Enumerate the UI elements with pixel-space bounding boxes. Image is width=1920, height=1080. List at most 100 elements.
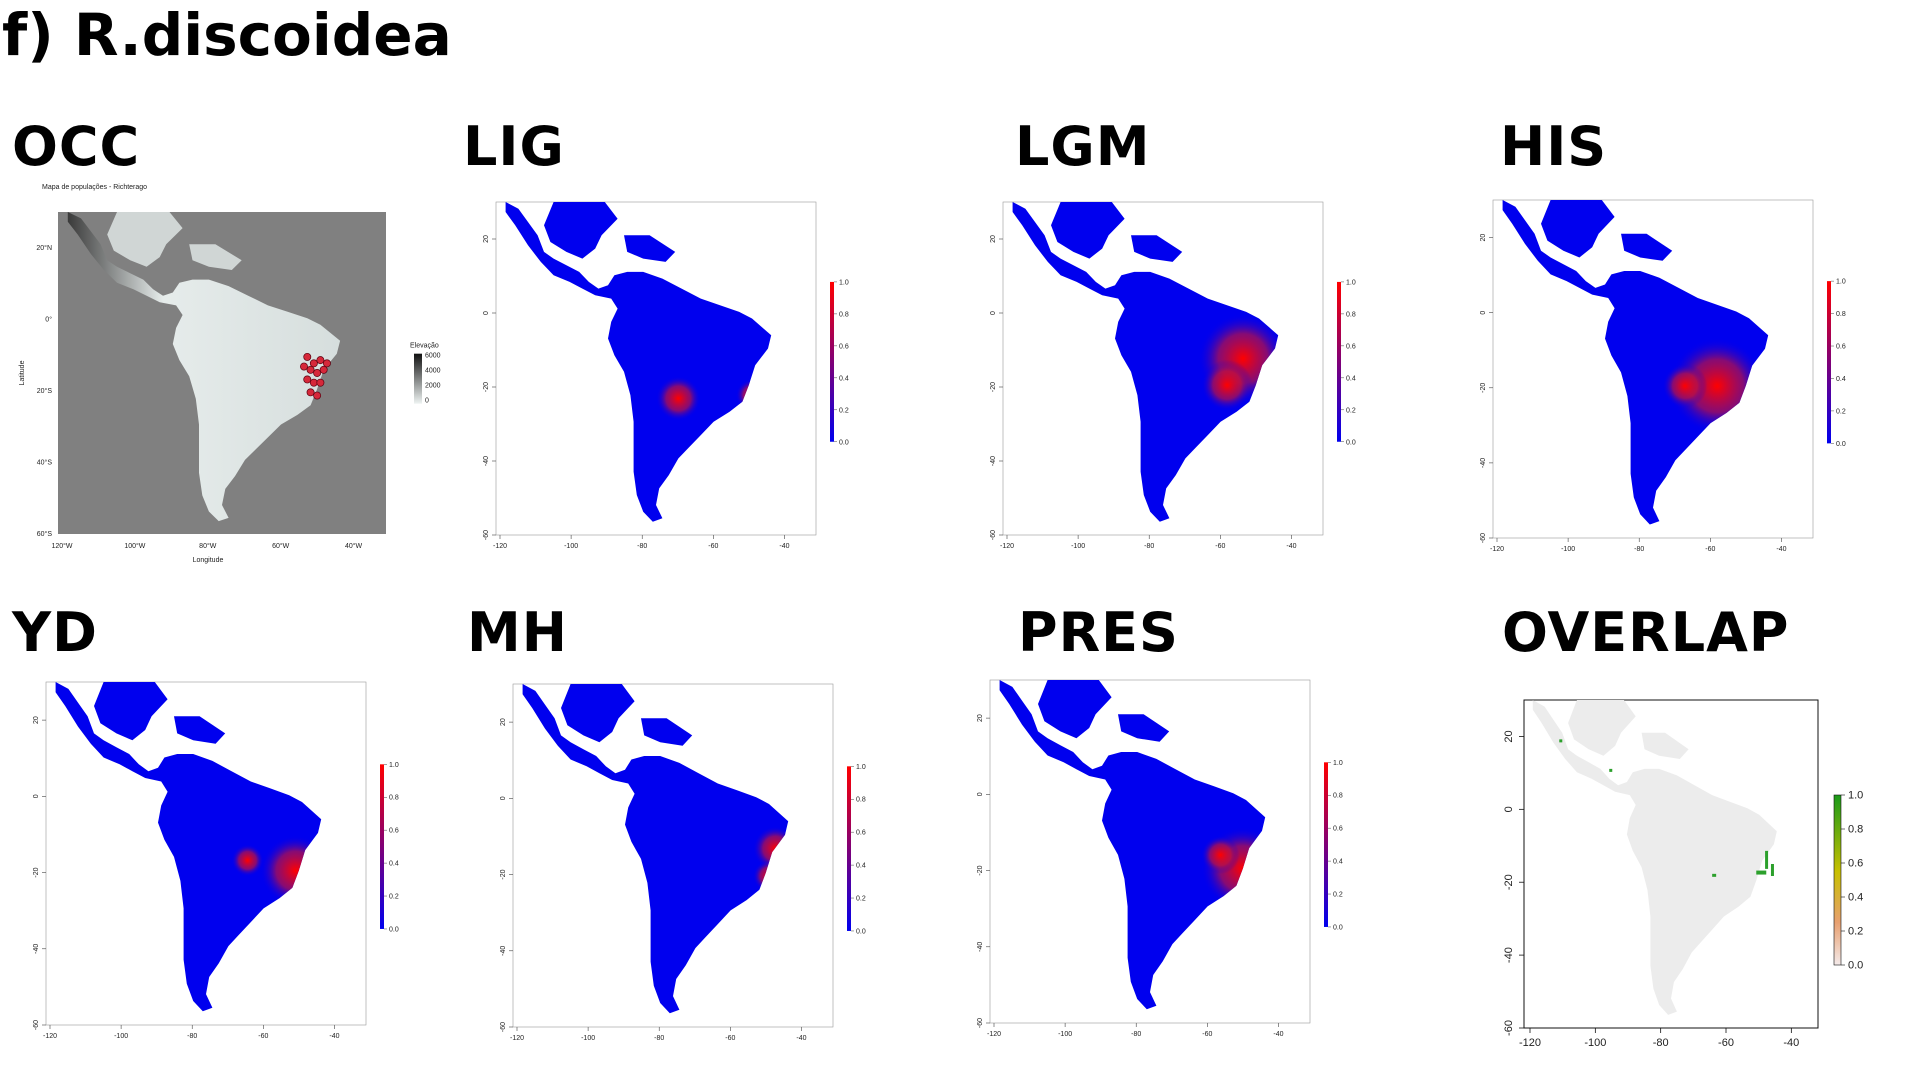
legend-tick-label: 0.8 bbox=[839, 311, 849, 318]
legend-tick-label: 1.0 bbox=[1333, 760, 1343, 767]
x-tick-label: -80 bbox=[654, 1035, 664, 1042]
legend-tick-label: 0.8 bbox=[1346, 311, 1356, 318]
occurrence-point bbox=[303, 375, 312, 384]
island-group bbox=[1131, 235, 1183, 262]
x-tick-label: -120 bbox=[987, 1031, 1001, 1038]
y-tick-label: -40 bbox=[1480, 458, 1487, 468]
y-tick-label: -20 bbox=[977, 865, 984, 875]
occurrence-point bbox=[306, 388, 315, 397]
y-tick-label: -20 bbox=[500, 869, 507, 879]
legend-tick-label: 1.0 bbox=[389, 762, 399, 769]
occurrence-point bbox=[319, 365, 328, 374]
x-tick-label: -80 bbox=[637, 543, 647, 550]
occ-legend-tick-label: 6000 bbox=[425, 353, 441, 360]
x-tick-label: -100 bbox=[114, 1033, 128, 1040]
panel-label-mh: MH bbox=[467, 601, 568, 664]
overlap-area bbox=[1559, 739, 1563, 743]
x-tick-label: -60 bbox=[1202, 1031, 1212, 1038]
x-tick-label: -40 bbox=[329, 1033, 339, 1040]
legend-tick-label: 0.6 bbox=[839, 343, 849, 350]
occ-ylabel: Latitude bbox=[19, 360, 26, 385]
y-tick-label: -60 bbox=[977, 1018, 984, 1028]
island-group bbox=[1118, 714, 1170, 742]
x-tick-label: -100 bbox=[1071, 543, 1085, 550]
occurrence-point bbox=[309, 378, 318, 387]
legend-tick-label: 0.0 bbox=[1333, 924, 1343, 931]
island-group bbox=[174, 716, 226, 744]
occ-x-tick-label: 80°W bbox=[199, 542, 217, 550]
occ-islands bbox=[189, 244, 242, 270]
panel-label-pres: PRES bbox=[1018, 601, 1179, 664]
occ-y-tick-label: 20°S bbox=[37, 387, 53, 395]
y-tick-label: -40 bbox=[977, 942, 984, 952]
x-tick-label: -40 bbox=[1286, 543, 1296, 550]
overlap-x-tick-label: -120 bbox=[1519, 1037, 1541, 1049]
island-group bbox=[624, 235, 676, 262]
occurrence-point bbox=[313, 369, 322, 377]
land-mexico-caribbean bbox=[1541, 200, 1615, 258]
suitability-hotspot bbox=[1201, 359, 1253, 411]
y-tick-label: -60 bbox=[483, 530, 490, 540]
occ-y-tick-label: 60°S bbox=[37, 530, 53, 538]
legend-tick-label: 0.4 bbox=[389, 861, 399, 868]
land-suitability bbox=[55, 682, 322, 1012]
overlap-legend-tick-label: 1.0 bbox=[1848, 790, 1863, 802]
overlap-area bbox=[1756, 870, 1767, 875]
land-mexico-caribbean bbox=[1051, 202, 1125, 259]
color-legend-bar bbox=[847, 766, 851, 931]
occurrence-point bbox=[323, 359, 331, 368]
y-tick-label: 0 bbox=[1480, 311, 1487, 315]
legend-tick-label: 0.0 bbox=[856, 928, 866, 935]
x-tick-label: -60 bbox=[725, 1035, 735, 1042]
overlap-y-tick-label: 20 bbox=[1503, 730, 1515, 742]
land-suitability bbox=[505, 202, 772, 522]
pres-suitability-map: -120 -100 -80 -60 -40 20 0 -20 -40 -60 1.0 0.8 0.6 0.… bbox=[977, 679, 1343, 1038]
legend-tick-label: 0.2 bbox=[1836, 408, 1846, 415]
occ-xlabel: Longitude bbox=[193, 557, 224, 564]
legend-tick-label: 0.8 bbox=[1333, 793, 1343, 800]
land-mexico-caribbean bbox=[561, 684, 635, 743]
land-mexico-caribbean bbox=[544, 202, 618, 259]
color-legend-bar bbox=[380, 764, 384, 929]
x-tick-label: -80 bbox=[1634, 546, 1644, 553]
overlap-legend-tick-label: 0.8 bbox=[1848, 824, 1863, 836]
x-tick-label: -40 bbox=[1776, 546, 1786, 553]
color-legend-bar bbox=[1827, 281, 1831, 444]
overlap-legend-tick-label: 0.6 bbox=[1848, 858, 1863, 870]
legend-tick-label: 0.2 bbox=[1346, 407, 1356, 414]
legend-tick-label: 0.2 bbox=[839, 407, 849, 414]
legend-tick-label: 0.4 bbox=[1333, 859, 1343, 866]
x-tick-label: -120 bbox=[1000, 543, 1014, 550]
occ-y-tick-label: 20°N bbox=[36, 244, 52, 252]
legend-tick-label: 0.0 bbox=[1346, 439, 1356, 446]
occ-legend-tick-label: 0 bbox=[425, 398, 429, 405]
legend-tick-label: 0.4 bbox=[1836, 376, 1846, 383]
legend-tick-label: 1.0 bbox=[839, 279, 849, 286]
overlap-y-tick-label: 0 bbox=[1503, 806, 1515, 812]
x-tick-label: -100 bbox=[1058, 1031, 1072, 1038]
x-tick-label: -120 bbox=[43, 1033, 57, 1040]
y-tick-label: 20 bbox=[33, 716, 40, 724]
overlap-land-mexico bbox=[1568, 700, 1636, 756]
y-tick-label: -20 bbox=[990, 382, 997, 392]
y-tick-label: -20 bbox=[33, 867, 40, 877]
occurrence-point bbox=[303, 352, 312, 361]
overlap-y-tick-label: -40 bbox=[1503, 947, 1515, 963]
overlap-x-tick-label: -40 bbox=[1783, 1037, 1799, 1049]
y-tick-label: 20 bbox=[990, 235, 997, 243]
panel-label-lgm: LGM bbox=[1015, 115, 1151, 178]
occ-land bbox=[67, 212, 341, 522]
legend-tick-label: 0.6 bbox=[1333, 826, 1343, 833]
y-tick-label: -40 bbox=[990, 456, 997, 466]
occ-map: Mapa de populações - Richterago 120°W 100°… bbox=[19, 184, 441, 564]
y-tick-label: -60 bbox=[33, 1020, 40, 1030]
x-tick-label: -100 bbox=[564, 543, 578, 550]
y-tick-label: 20 bbox=[977, 714, 984, 722]
y-tick-label: -40 bbox=[500, 946, 507, 956]
suitability-hotspot bbox=[656, 376, 701, 421]
panel-label-occ: OCC bbox=[12, 115, 141, 178]
y-tick-label: -40 bbox=[33, 944, 40, 954]
legend-tick-label: 0.4 bbox=[856, 863, 866, 870]
occurrence-point bbox=[300, 362, 308, 371]
occurrence-point bbox=[309, 359, 318, 368]
